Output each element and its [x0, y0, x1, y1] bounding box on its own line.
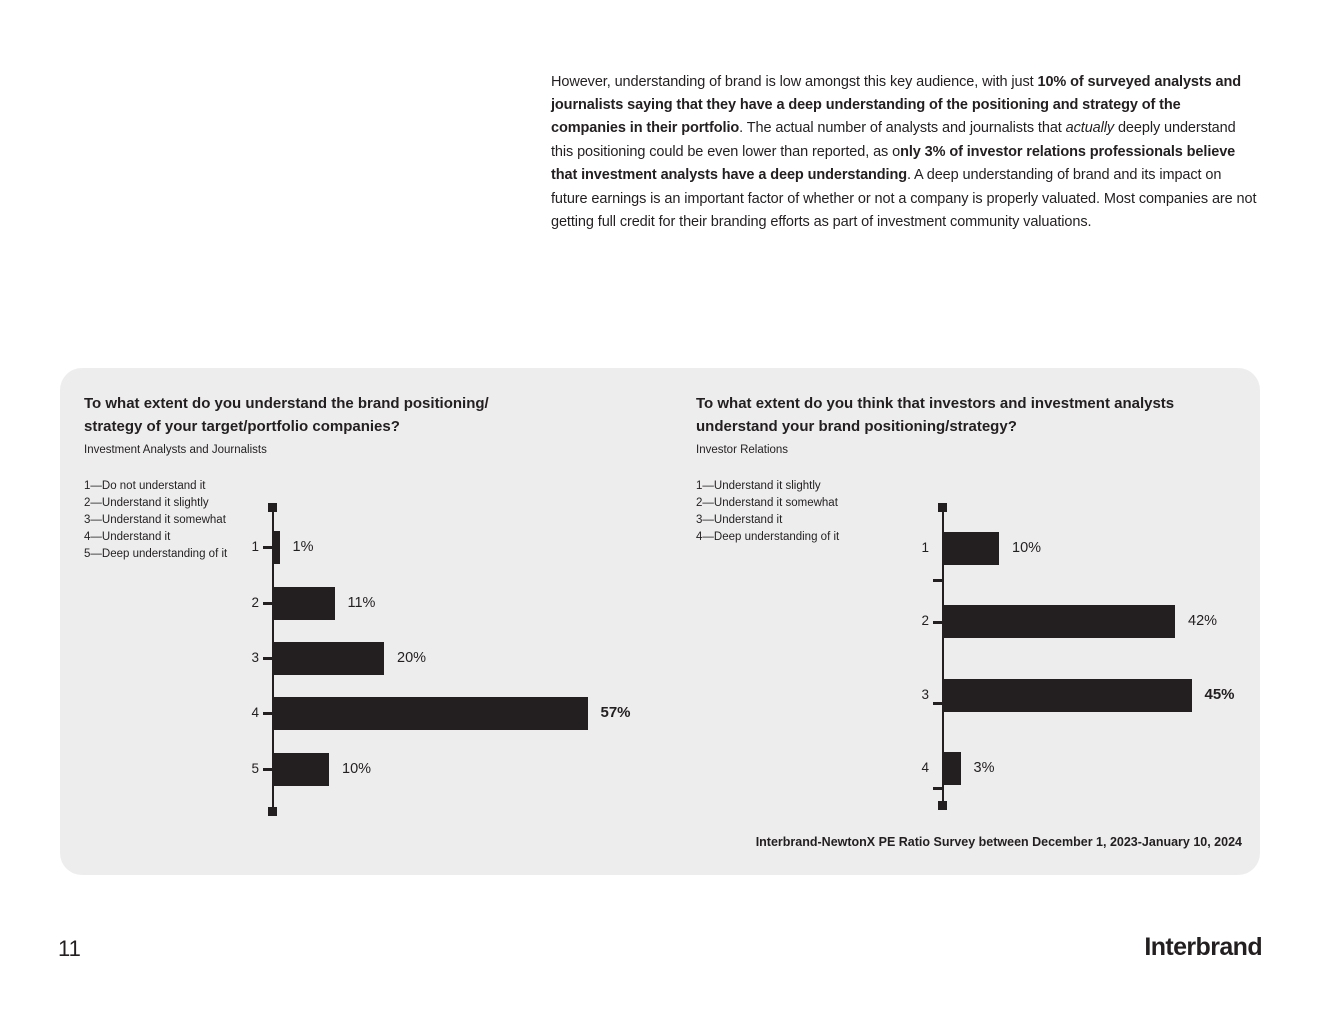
- category-label: 2: [251, 595, 259, 610]
- axis-tick-mark: [933, 579, 943, 582]
- page-number: 11: [58, 936, 81, 961]
- axis-tick-mark: [933, 702, 943, 705]
- scale-legend-item: 2—Understand it slightly: [84, 497, 209, 509]
- bar-plot: 1 10% 2 42% 3 45% 4 3%: [921, 503, 1320, 810]
- scale-legend: 1—Understand it slightly 2—Understand it …: [696, 478, 839, 546]
- chart-title-line-1: To what extent do you understand the bra…: [84, 395, 489, 412]
- axis-cap-bottom: [268, 807, 277, 816]
- chart-subtitle: Investor Relations: [696, 444, 789, 456]
- intro-text-segment: . The actual number of analysts and jour…: [739, 120, 1066, 137]
- chart-title-line-2: understand your brand positioning/strate…: [696, 418, 1017, 435]
- category-label: 1: [921, 540, 929, 555]
- value-label: 45%: [1204, 686, 1235, 703]
- axis-cap-top: [268, 503, 277, 512]
- bar-segment: [944, 531, 999, 565]
- value-label: 1%: [292, 539, 314, 555]
- value-label: 20%: [397, 650, 427, 666]
- axis-cap-bottom: [938, 801, 947, 810]
- axis-tick-mark: [933, 621, 943, 624]
- axis-tick-mark: [263, 546, 273, 549]
- chart-title: To what extent do you think that investo…: [696, 392, 1174, 438]
- category-label: 2: [921, 613, 929, 628]
- bar-segment: [944, 604, 1175, 638]
- y-axis-line: [942, 507, 944, 806]
- intro-text-segment: deeply understand this positioning could…: [551, 120, 1236, 160]
- value-label: 3%: [973, 760, 995, 776]
- source-note: Interbrand-NewtonX PE Ratio Survey betwe…: [755, 835, 1242, 849]
- interbrand-logo: Interbrand: [1144, 933, 1262, 961]
- axis-tick-mark: [933, 787, 943, 790]
- intro-text-segment: 10% of surveyed analysts and journalists…: [551, 73, 1241, 137]
- scale-legend-item: 3—Understand it: [696, 514, 783, 526]
- survey-charts-panel: To what extent do you understand the bra…: [60, 368, 1260, 875]
- chart-title-line-2: strategy of your target/portfolio compan…: [84, 418, 400, 435]
- y-axis-line: [272, 507, 274, 812]
- bar-segment: [274, 530, 280, 564]
- intro-text-segment: However, understanding of brand is low a…: [551, 73, 1038, 90]
- category-label: 1: [251, 539, 259, 554]
- chart-subtitle: Investment Analysts and Journalists: [84, 444, 267, 456]
- axis-tick-mark: [263, 657, 273, 660]
- value-label: 10%: [1012, 540, 1042, 556]
- category-label: 4: [921, 760, 929, 775]
- category-label: 4: [251, 705, 259, 720]
- scale-legend-item: 4—Deep understanding of it: [696, 531, 840, 543]
- bar-segment: [274, 752, 329, 786]
- category-label: 3: [921, 687, 929, 702]
- chart-title-line-1: To what extent do you think that investo…: [696, 395, 1175, 412]
- value-label: 11%: [347, 595, 376, 611]
- bar-segment: [944, 678, 1192, 712]
- scale-legend-item: 1—Understand it slightly: [696, 480, 821, 492]
- axis-tick-mark: [263, 768, 273, 771]
- scale-legend-item: 3—Understand it somewhat: [84, 514, 226, 526]
- intro-paragraph: However, understanding of brand is low a…: [551, 71, 1258, 235]
- bar-segment: [274, 696, 588, 730]
- scale-legend-item: 2—Understand it somewhat: [696, 497, 838, 509]
- value-label: 42%: [1188, 613, 1218, 629]
- axis-tick-mark: [263, 712, 273, 715]
- category-label: 5: [251, 761, 259, 776]
- value-label: 10%: [342, 761, 372, 777]
- bar-plot: 1 1% 2 11% 3 20% 4 57% 5 10%: [251, 503, 733, 816]
- axis-tick-mark: [263, 602, 273, 605]
- chart-title: To what extent do you understand the bra…: [84, 392, 489, 438]
- scale-legend: 1—Do not understand it 2—Understand it sl…: [84, 478, 227, 563]
- bar-segment: [274, 641, 384, 675]
- value-label: 57%: [600, 704, 631, 721]
- scale-legend-item: 1—Do not understand it: [84, 480, 206, 492]
- bar-segment: [274, 586, 335, 620]
- intro-text-segment: nly 3% of investor relations professiona…: [551, 143, 1236, 184]
- category-label: 3: [251, 650, 259, 665]
- axis-cap-top: [938, 503, 947, 512]
- bar-segment: [944, 751, 961, 785]
- scale-legend-item: 4—Understand it: [84, 531, 171, 543]
- intro-text-segment: actually: [1065, 120, 1115, 137]
- scale-legend-item: 5—Deep understanding of it: [84, 548, 228, 560]
- intro-text-segment: . A deep understanding of brand and its …: [551, 167, 1257, 230]
